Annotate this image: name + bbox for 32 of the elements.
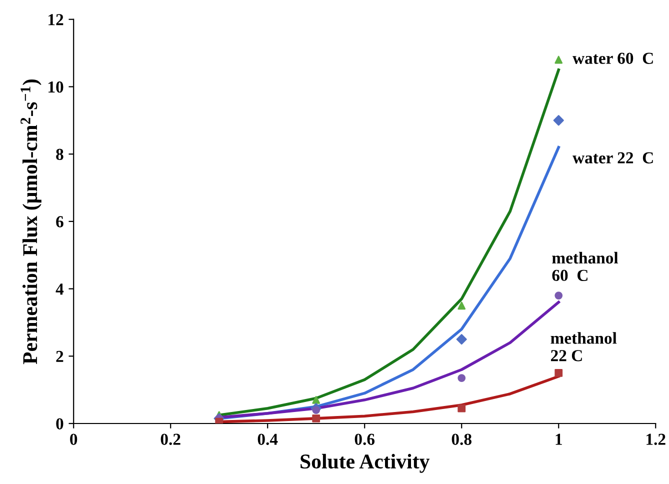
y-tick-label: 6	[56, 216, 64, 228]
point	[458, 374, 466, 382]
series-label: water 60 C	[572, 52, 653, 64]
x-tick-label: 0.4	[258, 434, 278, 446]
point	[458, 404, 466, 412]
point	[458, 302, 466, 310]
y-tick-label: 2	[56, 350, 64, 362]
point	[554, 56, 563, 64]
point	[554, 369, 563, 377]
x-tick-label: 0.6	[354, 434, 375, 446]
point	[312, 396, 320, 404]
point	[553, 115, 564, 126]
point	[312, 406, 320, 414]
y-tick-label: 10	[48, 81, 64, 93]
x-tick-label: 0.2	[160, 434, 180, 446]
y-tick-label: 4	[56, 284, 64, 295]
x-tick-label: 0.8	[452, 434, 472, 446]
x-tick-label: 0	[70, 434, 78, 445]
point	[554, 292, 563, 300]
y-tick-label: 8	[56, 148, 64, 160]
point	[312, 414, 320, 422]
series-label: methanol 60 C	[552, 252, 618, 282]
y-tick-label: 0	[56, 418, 64, 430]
point	[215, 418, 224, 424]
x-axis-title: Solute Activity	[300, 454, 430, 473]
point	[456, 334, 467, 345]
x-tick-label: 1	[556, 434, 562, 445]
y-axis-title: Permeation Flux (μmol-cm$^{2}$-s$^{−1}$)	[20, 79, 42, 364]
series-label: water 22 C	[572, 152, 653, 164]
series-label: methanol 22 C	[550, 332, 617, 362]
x-tick-label: 1.2	[646, 434, 666, 446]
y-tick-label: 12	[48, 14, 64, 26]
